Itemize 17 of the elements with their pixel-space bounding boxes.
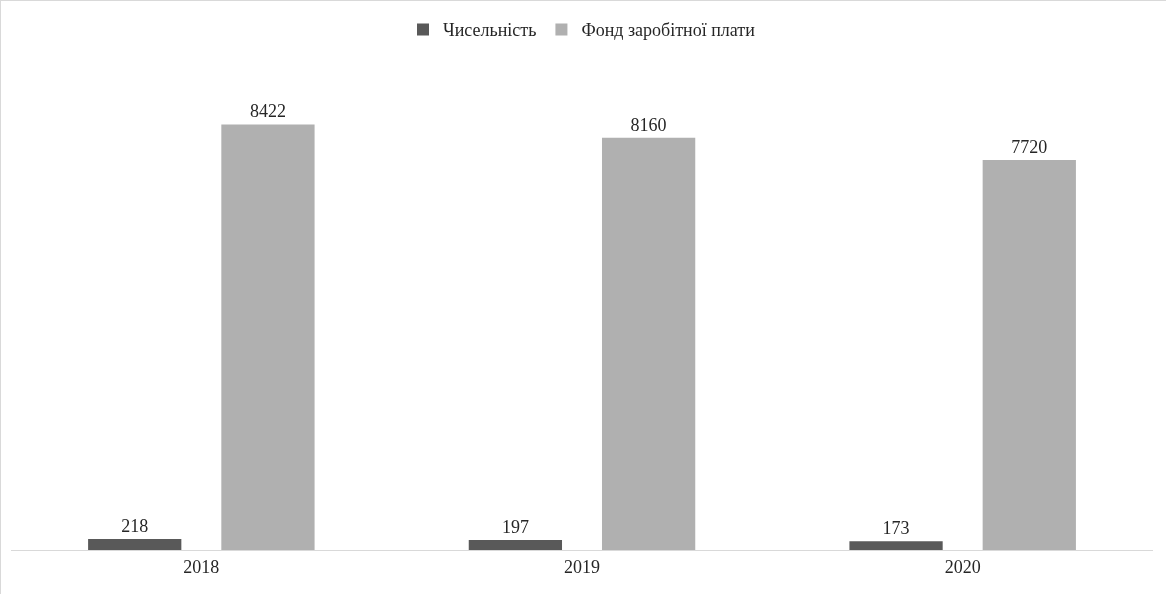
data-label: 8422 <box>249 101 286 122</box>
bar <box>601 137 696 550</box>
legend-label: Чисельність <box>443 20 537 41</box>
x-tick-label: 2020 <box>944 556 981 577</box>
bar <box>982 159 1076 550</box>
bar <box>849 541 943 550</box>
bar <box>88 538 182 550</box>
bar <box>468 540 563 550</box>
data-label: 197 <box>501 517 529 538</box>
bar <box>221 124 315 550</box>
data-label: 218 <box>121 515 149 536</box>
x-tick-label: 2018 <box>183 556 220 577</box>
legend-label: Фонд заробітної плати <box>581 20 756 41</box>
data-label: 7720 <box>1011 136 1048 157</box>
x-tick-label: 2019 <box>564 556 600 577</box>
data-label: 8160 <box>630 114 667 135</box>
data-label: 173 <box>882 518 910 539</box>
